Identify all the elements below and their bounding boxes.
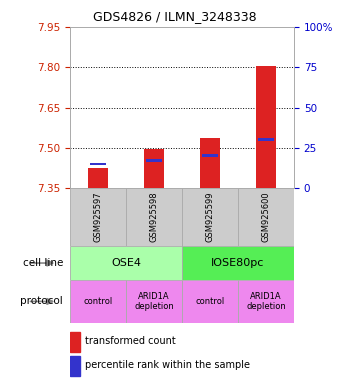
Bar [258,138,274,141]
Bar [70,356,80,376]
Bar [238,280,294,323]
Bar [202,154,218,157]
Text: ARID1A
depletion: ARID1A depletion [134,292,174,311]
Text: cell line: cell line [23,258,63,268]
Bar [88,168,108,188]
Bar [182,280,238,323]
Bar [70,188,126,246]
Text: GDS4826 / ILMN_3248338: GDS4826 / ILMN_3248338 [93,10,257,23]
Text: ARID1A
depletion: ARID1A depletion [246,292,286,311]
Bar [90,162,106,166]
Text: control: control [195,297,225,306]
Bar [126,280,182,323]
Text: GSM925597: GSM925597 [93,192,103,242]
Text: GSM925600: GSM925600 [261,192,271,242]
Bar [70,280,126,323]
Bar [200,139,220,188]
Text: control: control [83,297,113,306]
Text: percentile rank within the sample: percentile rank within the sample [85,360,250,371]
Bar [144,149,164,188]
Bar [70,246,182,280]
Bar [182,246,294,280]
Text: IOSE80pc: IOSE80pc [211,258,265,268]
Bar [126,188,182,246]
Text: GSM925599: GSM925599 [205,192,215,242]
Bar [182,188,238,246]
Bar [70,332,80,352]
Bar [146,159,162,162]
Bar [256,66,276,188]
Text: protocol: protocol [20,296,63,306]
Text: transformed count: transformed count [85,336,175,346]
Text: OSE4: OSE4 [111,258,141,268]
Text: GSM925598: GSM925598 [149,192,159,242]
Bar [238,188,294,246]
